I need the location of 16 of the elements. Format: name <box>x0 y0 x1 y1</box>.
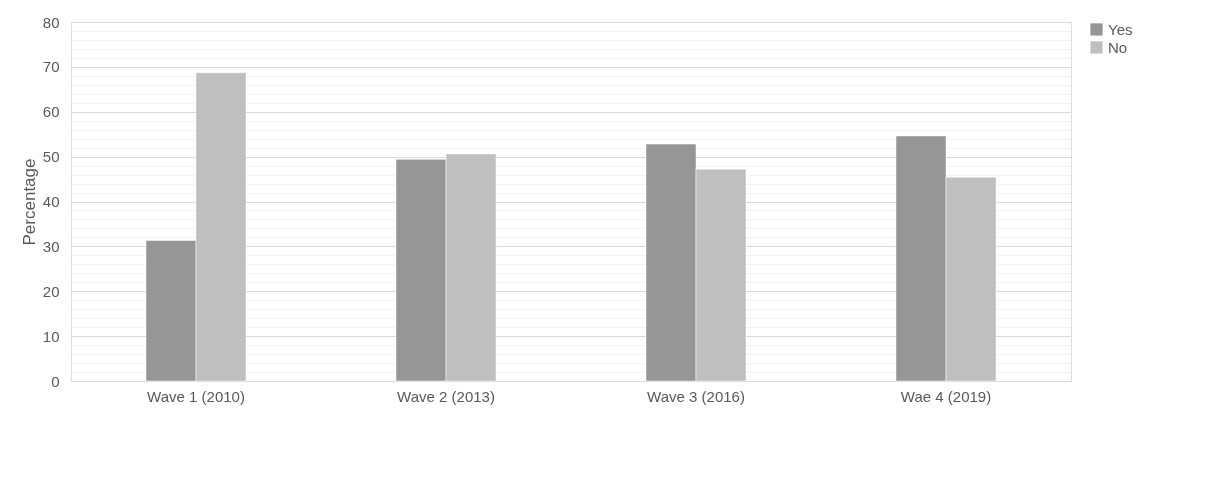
x-tick-label: Wave 2 (2013) <box>397 387 495 405</box>
y-tick-label: 30 <box>42 237 60 255</box>
legend-label: No <box>1108 38 1128 56</box>
x-tick-label: Wave 1 (2010) <box>147 387 245 405</box>
y-tick-label: 10 <box>42 327 60 345</box>
y-axis-title: Percentage <box>19 158 39 246</box>
y-tick-label: 70 <box>42 58 60 76</box>
x-tick-label: Wave 3 (2016) <box>647 387 745 405</box>
y-tick-label: 20 <box>42 282 60 300</box>
legend-label: Yes <box>1108 20 1133 38</box>
y-tick-label: 80 <box>42 13 60 31</box>
x-tick-label: Wae 4 (2019) <box>900 387 992 405</box>
y-tick-label: 40 <box>42 193 60 210</box>
y-tick-label: 50 <box>42 148 60 166</box>
y-tick-label: 60 <box>42 103 60 121</box>
y-tick-label: 0 <box>51 372 60 390</box>
